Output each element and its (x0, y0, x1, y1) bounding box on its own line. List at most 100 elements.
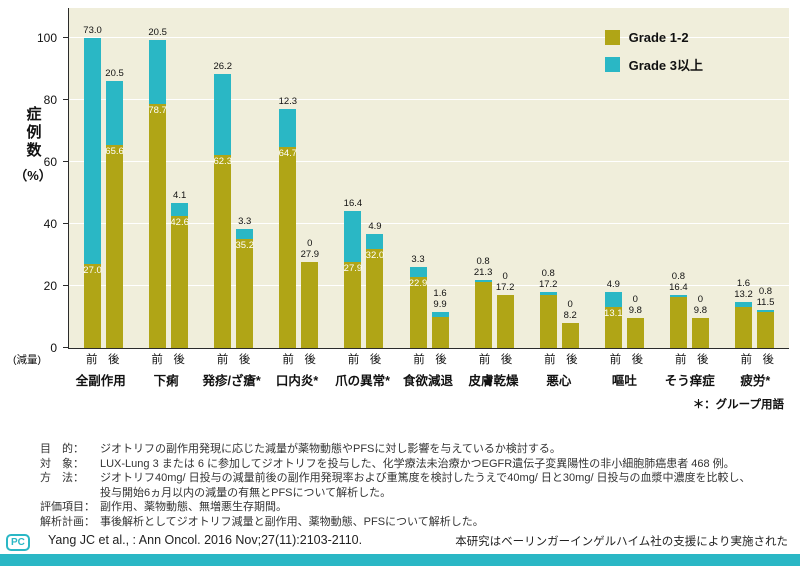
y-tick-label-40: 40 (43, 217, 57, 231)
category-label: 爪の異常* (335, 374, 390, 388)
bar-value-labels: 4.9 (368, 221, 381, 232)
bar-stack (106, 81, 124, 348)
bar-group: 64.7 12.3 0 27.9 (266, 8, 331, 348)
bar-前: 0.8 21.3 (474, 8, 493, 348)
x-sublabel: 前 (740, 354, 753, 366)
study-info-text: 事後解析としてジオトリフ減量と副作用、薬物動態、PFSについて解析した。 (100, 515, 484, 528)
bottom-accent-bar (0, 554, 800, 566)
grade3-plus-value: 4.1 (173, 190, 187, 202)
y-axis-label-text: 症例数 (24, 106, 42, 160)
x-sublabel: 前 (85, 354, 98, 366)
bar-value-labels: 0.8 21.3 (474, 256, 493, 278)
grade3-plus-value: 73.0 (83, 25, 102, 36)
grade1-2-segment (604, 307, 622, 348)
grade1-2-value: 27.9 (343, 262, 363, 274)
legend-item: Grade 1-2 (604, 30, 703, 45)
gridline-60 (69, 161, 789, 162)
grade3-plus-value: 4.9 (606, 279, 620, 291)
bar-前: 27.0 73.0 (83, 8, 102, 348)
x-sublabel-group: 前後 (659, 351, 724, 367)
study-info-row: 方 法： ジオトリフ40mg/ 日投与の減量前後の副作用発現率および重篤度を検討し… (40, 471, 788, 486)
study-info-text: ジオトリフ40mg/ 日投与の減量前後の副作用発現率および重篤度を検討したうえで… (100, 472, 751, 484)
x-sublabel-group: 前後 (135, 351, 200, 367)
grade1-2-segment (539, 294, 557, 348)
bar-group: 27.0 73.0 65.6 20.5 (71, 8, 136, 348)
x-sublabel-group: 前後 (266, 351, 331, 367)
grade3-plus-value: 0 (567, 298, 573, 310)
bar-value-labels: 20.5 (105, 68, 124, 79)
grade1-2-value: 21.3 (473, 266, 493, 278)
grade1-2-value: 22.9 (408, 278, 428, 290)
grade3-plus-value: 12.3 (278, 96, 298, 108)
bar-value-labels: 1.6 13.2 (734, 278, 753, 300)
bar-value-labels: 4.9 (607, 279, 620, 290)
x-sublabel: 前 (544, 354, 556, 366)
grade1-2-value: 35.2 (235, 239, 254, 251)
grade3-plus-segment (669, 294, 687, 298)
category-row: 全副作用 下痢 発疹/ざ瘡* 口内炎* 爪の異常* 食欲減退 皮膚乾燥 悪心 嘔吐 そう痒症 疲労* (68, 370, 788, 389)
grade3-plus-value: 3.3 (238, 215, 252, 227)
bar-stack (344, 210, 362, 348)
gridline-100 (69, 37, 789, 38)
x-axis-note: (減量) (13, 354, 41, 366)
grade3-plus-value: 20.5 (105, 68, 124, 80)
grade1-2-value: 13.2 (734, 289, 753, 301)
grade1-2-segment (409, 277, 427, 348)
x-sublabel: 後 (762, 354, 775, 366)
grade1-2-segment (301, 261, 319, 348)
grade1-2-value: 17.2 (538, 279, 558, 291)
bar-value-labels: 3.3 (238, 216, 251, 227)
grade3-plus-value: 4.9 (368, 220, 382, 232)
bar-stack (171, 203, 189, 348)
legend-label: Grade 1-2 (628, 30, 689, 45)
grade1-2-segment (106, 144, 124, 348)
category-label: 全副作用 (75, 374, 126, 388)
grade3-plus-value: 0.8 (541, 268, 555, 280)
bar-後: 0 9.8 (691, 8, 709, 348)
bar-stack (669, 294, 687, 348)
y-tick-80 (63, 98, 69, 100)
bar-value-labels: 0 8.2 (564, 299, 577, 321)
bar-value-labels: 16.4 (344, 198, 363, 209)
x-sublabel: 前 (216, 354, 229, 366)
bar-stack (236, 228, 254, 348)
bar-後: 32.0 4.9 (366, 8, 384, 348)
grade3-plus-segment (344, 210, 362, 262)
x-sublabel: 前 (347, 354, 360, 366)
bar-stack (626, 317, 644, 348)
grade3-plus-segment (474, 279, 492, 282)
x-sublabel-group: 前後 (528, 351, 593, 367)
grade3-plus-segment (539, 292, 557, 295)
y-axis-unit: （%） (14, 168, 52, 183)
bar-後: 42.6 4.1 (170, 8, 189, 348)
category-label: 下痢 (153, 374, 179, 388)
grade1-2-value: 27.9 (300, 248, 320, 260)
grade1-2-value: 13.1 (604, 308, 623, 320)
study-info-label: 対 象： (40, 457, 84, 470)
grade3-plus-value: 0 (502, 270, 508, 282)
grade3-plus-segment (236, 228, 254, 239)
category-label: 疲労* (740, 374, 771, 388)
grade3-plus-segment (279, 109, 297, 148)
grade3-plus-value: 20.5 (148, 27, 167, 39)
bar-前: 1.6 13.2 (734, 8, 753, 348)
bar-group: 27.9 16.4 32.0 4.9 (331, 8, 396, 348)
x-sublabel: 後 (566, 354, 578, 366)
x-sublabel-group: 前後 (725, 351, 790, 367)
bar-stack (691, 317, 709, 348)
x-sublabel-group: 前後 (463, 351, 528, 367)
x-sublabel: 後 (697, 354, 709, 366)
bar-value-labels: 0 27.9 (301, 238, 320, 260)
bar-stack (301, 261, 319, 348)
bar-group: 1.6 13.2 0.8 11.5 (722, 8, 787, 348)
legend: Grade 1-2 Grade 3以上 (604, 30, 703, 74)
study-info-text: 副作用、薬物動態、無増悪生存期間。 (100, 501, 287, 513)
grade1-2-segment (626, 317, 644, 348)
pc-logo: PC (6, 534, 30, 551)
grade1-2-segment (691, 317, 709, 348)
bar-前: 0.8 17.2 (538, 8, 558, 348)
citation: Yang JC et al., : Ann Oncol. 2016 Nov;27… (48, 533, 363, 547)
bar-group: 13.1 4.9 0 9.8 (592, 8, 657, 348)
bar-value-labels: 12.3 (279, 96, 298, 107)
grade1-2-segment (366, 248, 384, 348)
